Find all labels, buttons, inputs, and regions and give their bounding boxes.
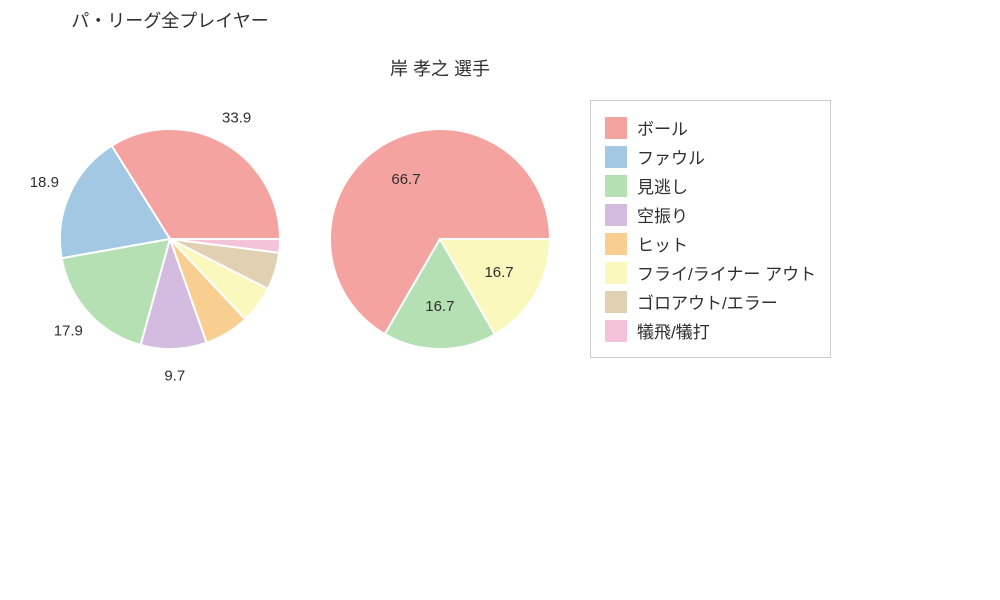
legend-box: ボールファウル見逃し空振りヒットフライ/ライナー アウトゴロアウト/エラー犠飛/…	[590, 100, 831, 358]
legend-swatch-foul	[605, 146, 627, 168]
legend-row-swing: 空振り	[605, 202, 816, 227]
legend-row-ball: ボール	[605, 115, 816, 140]
legend-label-hit: ヒット	[637, 231, 688, 256]
legend-row-groundout: ゴロアウト/エラー	[605, 289, 816, 314]
legend-label-looking: 見逃し	[637, 173, 688, 198]
legend-row-hit: ヒット	[605, 231, 816, 256]
legend-label-groundout: ゴロアウト/エラー	[637, 289, 778, 314]
legend-swatch-groundout	[605, 291, 627, 313]
chart-stage: パ・リーグ全プレイヤー 33.9 18.9 17.9 9.7 岸 孝之 選手 66.7…	[0, 0, 1000, 600]
legend-row-foul: ファウル	[605, 144, 816, 169]
legend-label-sac: 犠飛/犠打	[637, 318, 710, 343]
legend-swatch-ball	[605, 117, 627, 139]
pie-slice-label-swing: 9.7	[164, 367, 185, 384]
legend-label-ball: ボール	[637, 115, 688, 140]
legend-swatch-swing	[605, 204, 627, 226]
legend-swatch-sac	[605, 320, 627, 342]
legend-label-foul: ファウル	[637, 144, 705, 169]
legend-row-flyliner: フライ/ライナー アウト	[605, 260, 816, 285]
pie-league-title: パ・リーグ全プレイヤー	[0, 7, 368, 33]
legend-swatch-hit	[605, 233, 627, 255]
pie-player-container: 岸 孝之 選手 66.716.716.7	[290, 55, 590, 389]
pie-player-svg: 66.716.716.7	[290, 89, 590, 389]
legend-row-sac: 犠飛/犠打	[605, 318, 816, 343]
pie-slice-label-ball: 33.9	[222, 110, 251, 127]
legend-swatch-looking	[605, 175, 627, 197]
pie-slice-label-foul: 18.9	[30, 174, 59, 191]
legend-label-flyliner: フライ/ライナー アウト	[637, 260, 816, 285]
legend-swatch-flyliner	[605, 262, 627, 284]
pie-slice-label-looking: 17.9	[54, 323, 83, 340]
pie-player-title: 岸 孝之 選手	[290, 55, 590, 81]
legend-label-swing: 空振り	[637, 202, 688, 227]
legend-row-looking: 見逃し	[605, 173, 816, 198]
